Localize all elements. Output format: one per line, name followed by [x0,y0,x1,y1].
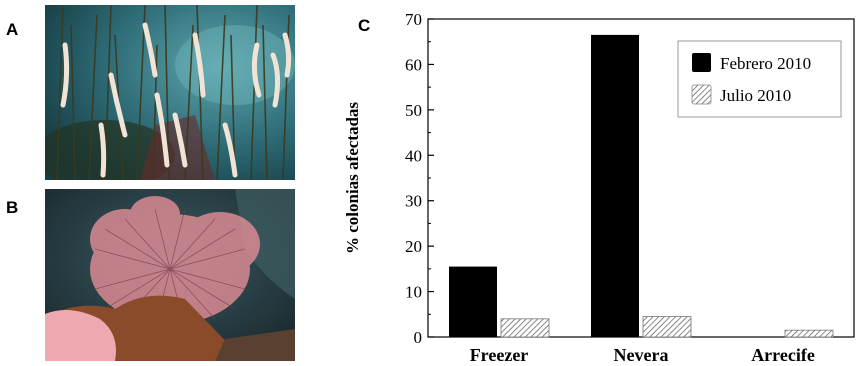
y-tick-label: 30 [405,192,422,211]
y-tick-label: 70 [405,10,422,29]
photo-a [45,5,295,180]
photo-a-image [45,5,295,180]
y-tick-label: 10 [405,283,422,302]
y-tick-label: 50 [405,101,422,120]
y-tick-label: 60 [405,55,422,74]
panel-label-a: A [6,20,19,39]
chart-bars [449,34,834,338]
legend-swatch [691,84,712,105]
chart-x-categories: Freezer Nevera Arrecife [470,345,815,365]
photo-b-image [45,189,295,361]
bar-nevera-series-2 [642,316,692,338]
chart-legend: Febrero 2010 Julio 2010 [677,40,842,118]
chart-y-ticks: 0 10 20 30 40 50 60 70 [405,10,434,347]
panel-label-b: B [6,198,19,217]
y-tick-label: 40 [405,146,422,165]
legend-label: Julio 2010 [720,86,791,105]
panel-label-c: C [358,16,371,35]
x-category-label: Arrecife [751,345,815,365]
y-tick-label: 0 [414,328,423,347]
bar-nevera-series-1 [591,34,639,338]
x-category-label: Freezer [470,345,529,365]
y-tick-label: 20 [405,237,422,256]
photo-b [45,189,295,361]
chart-y-axis-label: % colonias afectadas [343,102,362,254]
bar-freezer-series-1 [449,266,497,337]
bar-arrecife-series-2 [784,329,834,338]
legend-label: Febrero 2010 [720,54,811,73]
legend-swatch [692,53,711,72]
legend-box [677,40,842,118]
bar-freezer-series-2 [500,318,550,338]
x-category-label: Nevera [614,345,669,365]
chart-c: 0 10 20 30 40 50 60 70 Freezer Nevera Arrecife % … [343,10,855,365]
